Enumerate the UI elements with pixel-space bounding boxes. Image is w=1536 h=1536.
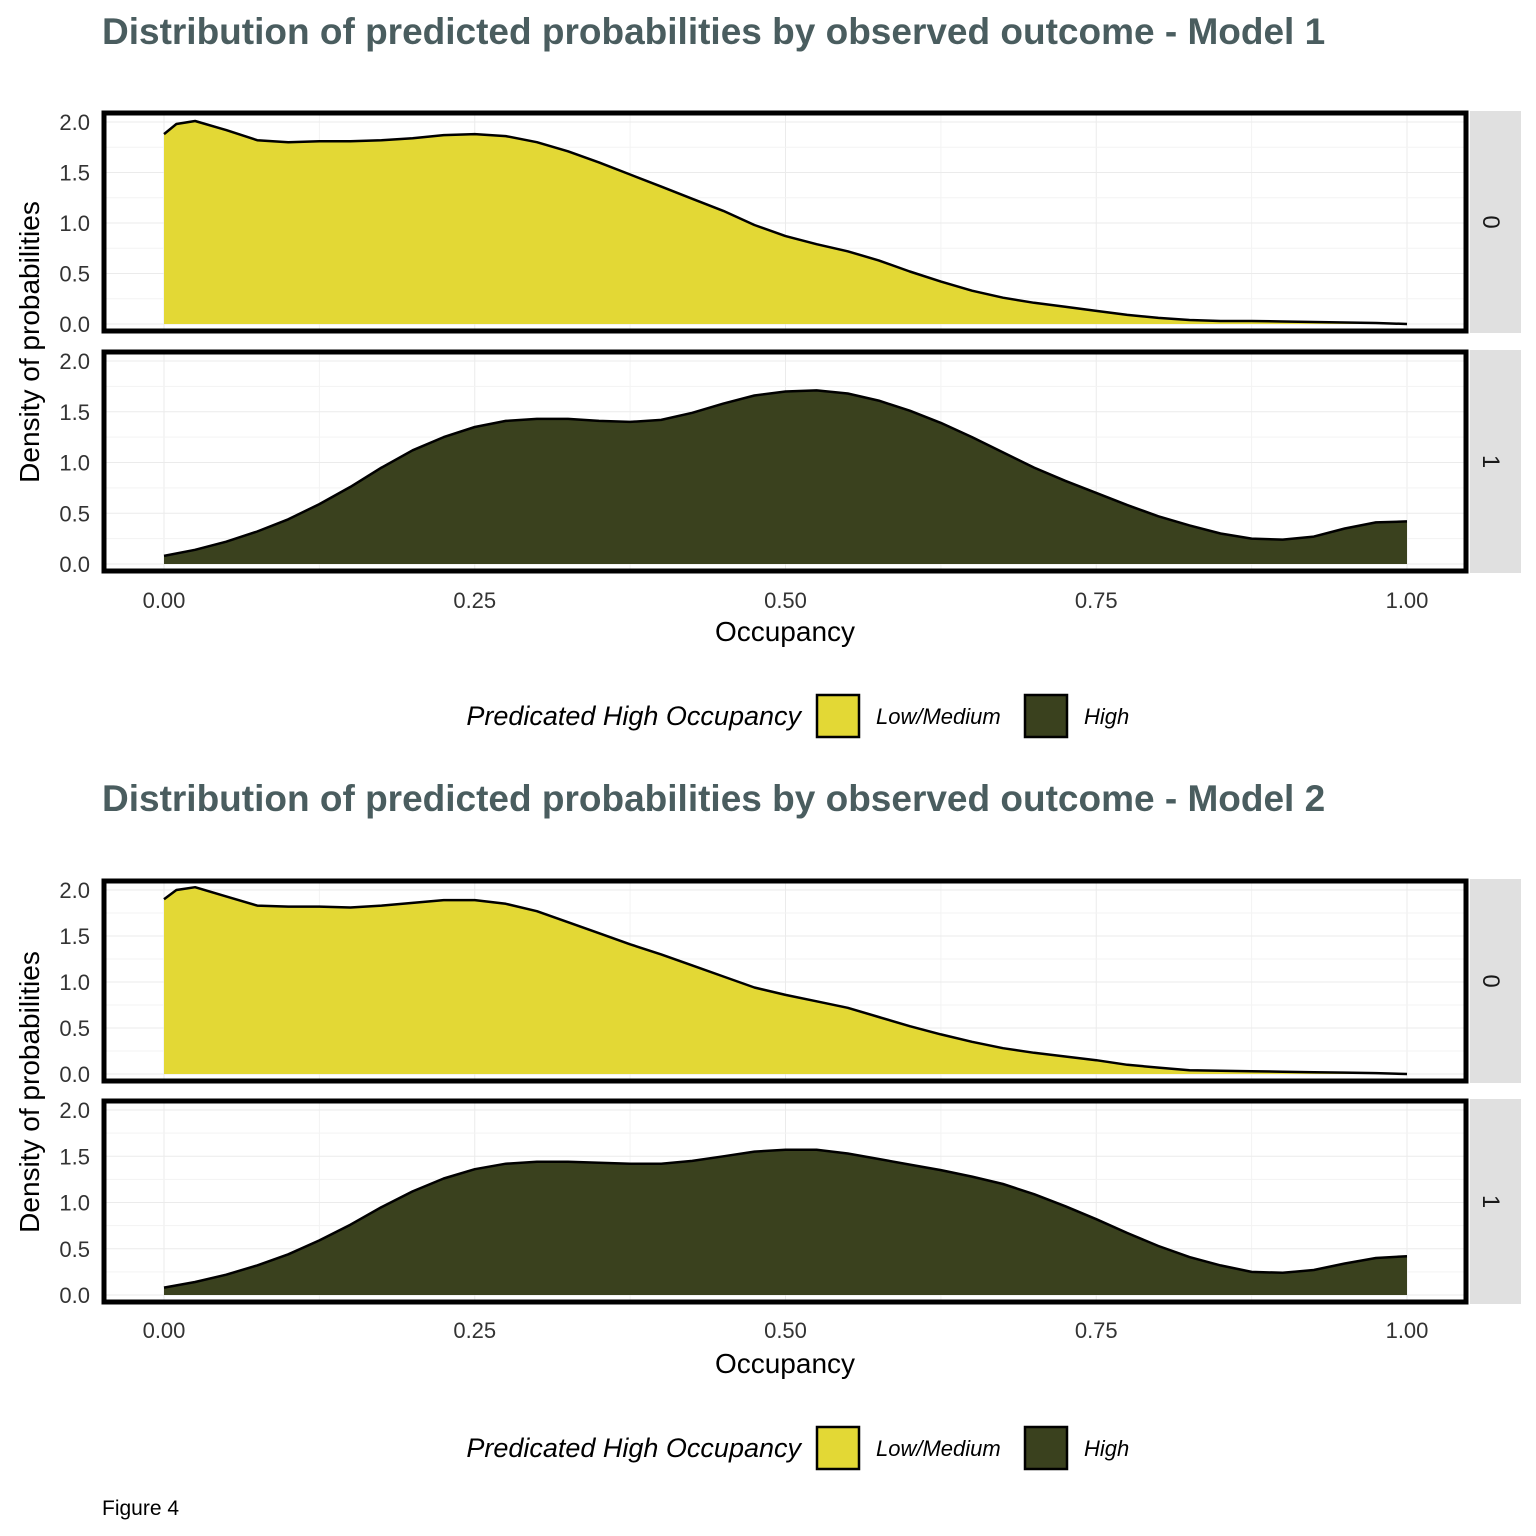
legend-label: Low/Medium: [876, 1436, 1001, 1461]
y-axis-label: Density of probabilities: [14, 201, 45, 483]
legend: Predicated High Occupancy Low/Medium High: [466, 693, 1129, 739]
chart-title: Distribution of predicted probabilities …: [102, 11, 1325, 52]
figure-caption: Figure 4: [102, 1497, 180, 1520]
y-tick-label: 1.0: [59, 211, 90, 236]
x-tick-label: 0.00: [143, 1318, 186, 1343]
facet-panel-1: 1 0.0 0.5 1.0 1.5 2.0: [59, 349, 1521, 577]
density-area-low-medium: [164, 121, 1407, 324]
y-tick-label: 0.5: [59, 1237, 90, 1262]
y-tick-label: 2.0: [59, 349, 90, 374]
y-axis-label: Density of probabilities: [14, 951, 45, 1233]
legend-title: Predicated High Occupancy: [466, 701, 802, 731]
chart-model-1: Distribution of predicted probabilities …: [14, 11, 1521, 739]
panel-border: [101, 1098, 1469, 1305]
density-area-low-medium: [164, 887, 1407, 1074]
x-tick-label: 1.00: [1386, 588, 1429, 613]
legend-key-low-medium: [815, 1425, 861, 1471]
x-tick-label: 0.25: [453, 588, 496, 613]
x-tick-label: 0.00: [143, 588, 186, 613]
y-tick-label: 0.5: [59, 262, 90, 287]
density-outline: [163, 119, 1408, 326]
y-tick-label: 0.0: [59, 1283, 90, 1308]
facet-strip: [1470, 1099, 1521, 1304]
y-tick-label: 1.5: [59, 924, 90, 949]
panel-border: [101, 878, 1469, 1084]
facet-strip-label: 0: [1477, 974, 1504, 987]
density-area-high: [164, 390, 1407, 564]
y-tick-label: 0.0: [59, 312, 90, 337]
legend-key-high: [1023, 1425, 1069, 1471]
facet-panel-0: 0 0.0 0.5 1.0 1.5 2.0: [59, 110, 1521, 337]
x-tick-label: 0.75: [1075, 588, 1118, 613]
density-area-high: [164, 1149, 1407, 1295]
y-tick-label: 0.5: [59, 501, 90, 526]
y-tick-label: 2.0: [59, 878, 90, 903]
legend-key-high: [1023, 693, 1069, 739]
y-tick-label: 0.0: [59, 1062, 90, 1087]
x-axis-label: Occupancy: [715, 1348, 855, 1379]
legend-label: Low/Medium: [876, 704, 1001, 729]
facet-strip: [1470, 111, 1521, 333]
y-tick-label: 1.5: [59, 1144, 90, 1169]
facet-strip-label: 1: [1477, 455, 1504, 468]
x-tick-label: 0.25: [453, 1318, 496, 1343]
facet-panel-0: 0 0.0 0.5 1.0 1.5 2.0: [59, 878, 1521, 1087]
facet-strip: [1470, 879, 1521, 1083]
y-tick-label: 1.5: [59, 161, 90, 186]
legend-key-low-medium: [815, 693, 861, 739]
y-tick-label: 1.0: [59, 1191, 90, 1216]
facet-strip: [1470, 350, 1521, 573]
facet-strip-label: 0: [1477, 215, 1504, 228]
y-tick-label: 1.0: [59, 451, 90, 476]
y-tick-label: 2.0: [59, 110, 90, 135]
x-tick-label: 1.00: [1386, 1318, 1429, 1343]
panel-border: [101, 349, 1469, 574]
x-axis-label: Occupancy: [715, 616, 855, 647]
panel-border: [101, 110, 1469, 334]
facet-panel-1: 1 0.0 0.5 1.0 1.5 2.0: [59, 1098, 1521, 1308]
legend: Predicated High Occupancy Low/Medium High: [466, 1425, 1129, 1471]
x-tick-label: 0.50: [764, 588, 807, 613]
y-tick-label: 2.0: [59, 1098, 90, 1123]
legend-label: High: [1084, 704, 1129, 729]
density-outline: [163, 389, 1408, 558]
y-tick-label: 1.0: [59, 970, 90, 995]
legend-label: High: [1084, 1436, 1129, 1461]
y-tick-label: 1.5: [59, 400, 90, 425]
chart-title: Distribution of predicted probabilities …: [102, 778, 1325, 819]
density-outline: [163, 885, 1408, 1076]
density-outline: [163, 1148, 1408, 1289]
x-tick-label: 0.50: [764, 1318, 807, 1343]
legend-title: Predicated High Occupancy: [466, 1433, 802, 1463]
chart-model-2: Distribution of predicted probabilities …: [14, 778, 1521, 1471]
y-tick-label: 0.5: [59, 1016, 90, 1041]
y-tick-label: 0.0: [59, 552, 90, 577]
x-tick-label: 0.75: [1075, 1318, 1118, 1343]
facet-strip-label: 1: [1477, 1195, 1504, 1208]
